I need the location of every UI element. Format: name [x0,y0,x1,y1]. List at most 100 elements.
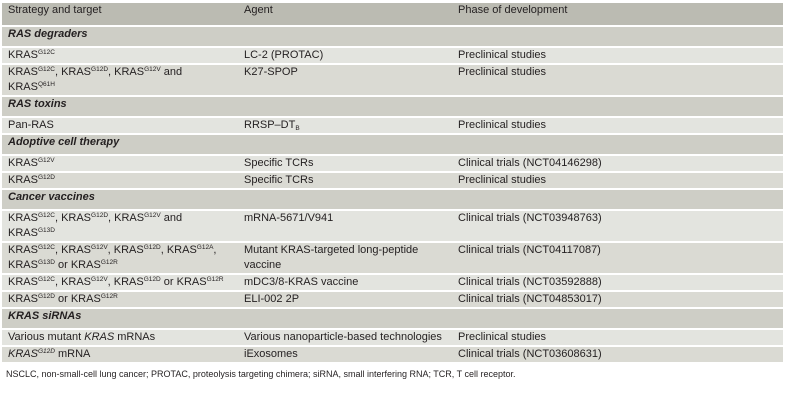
agent-cell: Specific TCRs [238,156,452,171]
text-segment: ELI-002 2P [244,293,300,305]
text-segment: KRAS [84,331,115,343]
mutation-superscript: G12D [91,212,109,219]
text-segment: KRAS [8,276,38,288]
text-segment: KRAS [8,244,38,256]
text-segment: Specific TCRs [244,174,314,186]
phase-cell: Preclinical studies [452,65,783,95]
text-segment: and KRAS [8,212,183,239]
text-segment: KRAS [8,174,38,186]
mutation-superscript: G12A [196,244,214,251]
target-cell: KRASG12C, KRASG12D, KRASG12V and KRASQ61… [2,65,238,95]
target-cell: KRASG12D mRNA [2,347,238,362]
mutation-superscript: Q61H [37,81,55,88]
phase-cell: Clinical trials (NCT04146298) [452,156,783,171]
agent-cell: Specific TCRs [238,173,452,188]
phase-cell: Clinical trials (NCT03608631) [452,347,783,362]
mutation-superscript: G13D [37,227,55,234]
text-segment: Various nanoparticle-based technologies [244,331,442,343]
table-header-row: Strategy and target Agent Phase of devel… [2,3,783,25]
section-title: RAS toxins [2,97,783,116]
section-title: RAS degraders [2,27,783,46]
table-row: KRASG12D Specific TCRs Preclinical studies [2,173,783,188]
table-row: KRASG12D mRNA iExosomes Clinical trials (N… [2,347,783,362]
text-segment: , KRAS [108,212,145,224]
text-segment: or KRAS [54,293,101,305]
text-segment: KRAS [8,293,38,305]
section-title: Cancer vaccines [2,190,783,209]
mutation-superscript: G12V [91,244,108,251]
footnote: NSCLC, non-small-cell lung cancer; PROTA… [6,369,516,379]
text-segment: KRAS [8,157,38,169]
mutation-superscript: G12D [91,66,109,73]
target-cell: KRASG12C [2,48,238,63]
mutation-superscript: G13D [37,259,55,266]
mutation-superscript: G12C [37,49,55,56]
text-segment: , KRAS [107,276,144,288]
section-title: KRAS siRNAs [2,309,783,328]
text-segment: Various mutant [8,331,85,343]
text-segment: , KRAS [54,276,92,288]
table-row: KRASG12C, KRASG12D, KRASG12V and KRASG13… [2,211,783,241]
text-segment: or KRAS [54,259,101,271]
mutation-superscript: G12R [100,293,118,300]
text-segment: , KRAS [107,244,144,256]
mutation-superscript: G12D [37,174,55,181]
kras-therapy-table: Strategy and target Agent Phase of devel… [2,1,783,364]
phase-cell: Clinical trials (NCT03592888) [452,275,783,290]
text-segment: KRAS [8,212,38,224]
text-segment: Specific TCRs [244,157,314,169]
phase-cell: Clinical trials (NCT04117087) [452,243,783,273]
target-cell: KRASG12D or KRASG12R [2,292,238,307]
text-segment: K27-SPOP [244,66,298,78]
text-segment: mRNA [54,348,91,360]
table-row: KRASG12D or KRASG12R ELI-002 2P Clinical t… [2,292,783,307]
text-segment: Pan-RAS [8,119,54,131]
target-cell: KRASG12D [2,173,238,188]
target-cell: KRASG12C, KRASG12V, KRASG12D or KRASG12R [2,275,238,290]
text-segment: , KRAS [160,244,197,256]
section-row: Adoptive cell therapy [2,135,783,154]
section-row: RAS toxins [2,97,783,116]
text-segment: KRAS [8,66,38,78]
text-segment: and KRAS [8,66,183,93]
text-segment: KRAS [8,49,38,61]
text-segment: , KRAS [54,66,92,78]
mutation-superscript: G12D [37,348,55,355]
table-row: Various mutant KRAS mRNAs Various nanopar… [2,330,783,345]
mutation-superscript: G12D [143,244,161,251]
agent-cell: K27-SPOP [238,65,452,95]
header-strategy: Strategy and target [2,3,238,25]
mutation-superscript: G12V [91,276,108,283]
mutation-superscript: G12V [144,212,161,219]
header-agent: Agent [238,3,452,25]
table-row: KRASG12C LC-2 (PROTAC) Preclinical studies [2,48,783,63]
agent-cell: LC-2 (PROTAC) [238,48,452,63]
agent-cell: mDC3/8-KRAS vaccine [238,275,452,290]
table-row: KRASG12V Specific TCRs Clinical trials (NC… [2,156,783,171]
phase-cell: Preclinical studies [452,173,783,188]
text-segment: iExosomes [244,348,298,360]
text-segment: LC-2 (PROTAC) [244,49,324,61]
phase-cell: Clinical trials (NCT03948763) [452,211,783,241]
target-cell: Various mutant KRAS mRNAs [2,330,238,345]
mutation-superscript: G12C [37,276,55,283]
text-segment: RRSP–DT [244,119,296,131]
target-cell: KRASG12V [2,156,238,171]
text-segment: mRNAs [114,331,156,343]
mutation-superscript: G12V [144,66,161,73]
agent-cell: ELI-002 2P [238,292,452,307]
agent-cell: Mutant KRAS-targeted long-peptide vaccin… [238,243,452,273]
table-row: Pan-RAS RRSP–DTB Preclinical studies [2,118,783,133]
section-row: KRAS siRNAs [2,309,783,328]
text-segment: or KRAS [160,276,207,288]
phase-cell: Preclinical studies [452,118,783,133]
text-segment: , KRAS [54,212,92,224]
phase-cell: Preclinical studies [452,330,783,345]
phase-cell: Clinical trials (NCT04853017) [452,292,783,307]
text-segment: , KRAS [108,66,145,78]
target-cell: KRASG12C, KRASG12D, KRASG12V and KRASG13… [2,211,238,241]
mutation-superscript: G12D [143,276,161,283]
mutation-superscript: G12C [37,212,55,219]
section-row: Cancer vaccines [2,190,783,209]
agent-cell: Various nanoparticle-based technologies [238,330,452,345]
